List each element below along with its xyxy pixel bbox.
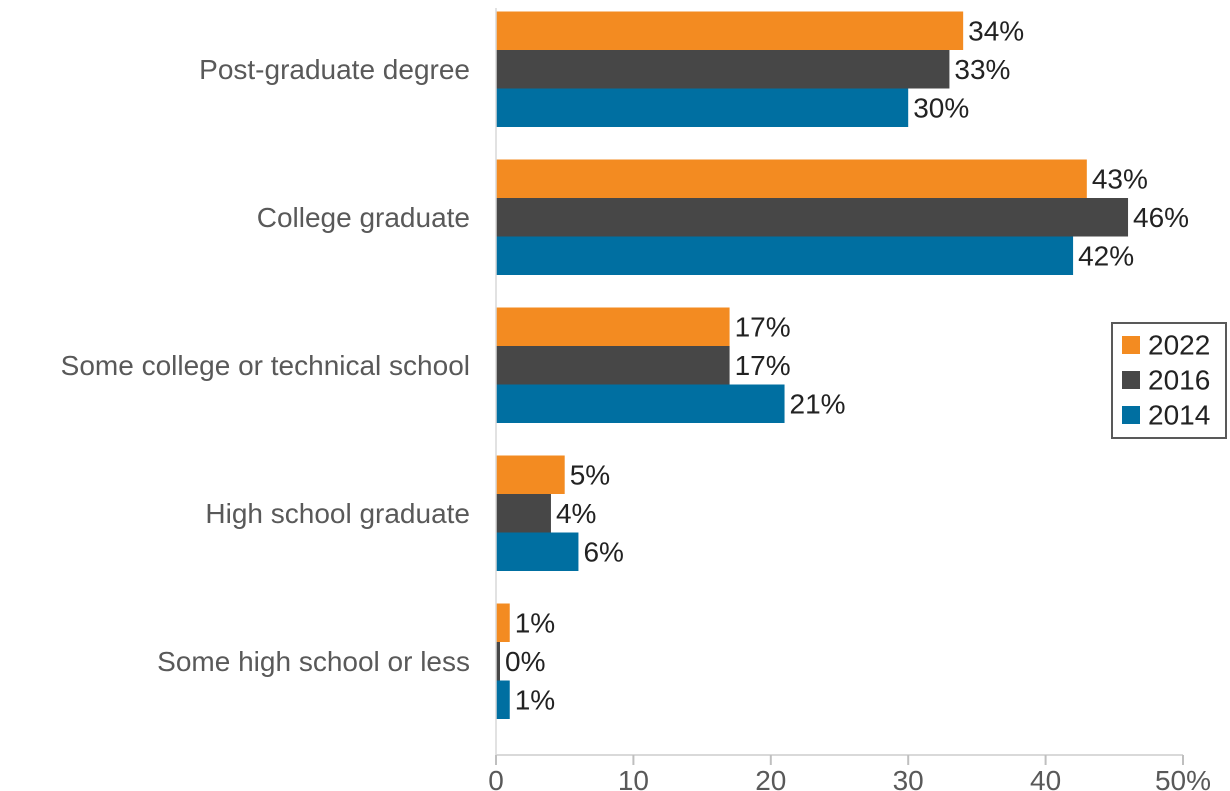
data-label-2014-college-graduate: 42% [1078,240,1134,271]
bar-2022-post-graduate-degree [496,11,964,50]
bar-2014-post-graduate-degree [496,88,909,127]
category-label-post-graduate-degree: Post-graduate degree [199,54,470,85]
bar-2016-some-college-or-technical-school [496,346,730,385]
x-tick-label: 30 [893,765,924,791]
x-tick-label: 40 [1030,765,1061,791]
value-labels-layer: 34% 33% 30% 43% 46% 42% 17% 17% 21% 5% 4% 6% 1% 0% 1% [505,15,1189,715]
legend-label-2014: 2014 [1148,400,1210,431]
bar-2014-high-school-graduate [496,532,579,571]
data-label-2016-some-high-school-or-less: 0% [505,646,545,677]
bar-2022-some-high-school-or-less [496,603,510,642]
legend-label-2022: 2022 [1148,330,1210,361]
data-label-2014-post-graduate-degree: 30% [913,92,969,123]
bar-2016-high-school-graduate [496,494,551,533]
x-tick-label: 0 [488,765,504,791]
data-label-2022-high-school-graduate: 5% [570,459,610,490]
bars-layer [496,11,1129,719]
bar-2016-college-graduate [496,198,1129,237]
data-label-2014-some-high-school-or-less: 1% [515,684,555,715]
x-tick-label: 20 [755,765,786,791]
bar-2014-some-high-school-or-less [496,680,510,719]
data-label-2014-some-college-or-technical-school: 21% [790,388,846,419]
axes-layer: 0 10 20 30 40 50% [488,8,1211,791]
category-label-college-graduate: College graduate [257,202,470,233]
data-label-2022-post-graduate-degree: 34% [968,15,1024,46]
legend-swatch-2022 [1122,336,1140,354]
category-labels-layer: Post-graduate degree College graduate Some… [61,54,470,677]
bar-2022-college-graduate [496,159,1087,198]
bar-2014-college-graduate [496,236,1074,275]
bar-2016-some-high-school-or-less [496,642,500,681]
category-label-some-high-school-or-less: Some high school or less [157,646,470,677]
data-label-2022-some-high-school-or-less: 1% [515,607,555,638]
data-label-2016-post-graduate-degree: 33% [954,54,1010,85]
data-label-2014-high-school-graduate: 6% [583,536,623,567]
bar-2022-some-college-or-technical-school [496,307,730,346]
data-label-2022-some-college-or-technical-school: 17% [735,311,791,342]
bar-2022-high-school-graduate [496,455,565,494]
legend-swatch-2016 [1122,371,1140,389]
category-label-some-college-or-technical-school: Some college or technical school [61,350,470,381]
data-label-2016-college-graduate: 46% [1133,202,1189,233]
data-label-2016-some-college-or-technical-school: 17% [735,350,791,381]
legend-label-2016: 2016 [1148,365,1210,396]
category-label-high-school-graduate: High school graduate [205,498,470,529]
legend: 2022 2016 2014 [1111,322,1227,439]
x-tick-label: 50% [1155,765,1211,791]
x-tick-label: 10 [618,765,649,791]
data-label-2016-high-school-graduate: 4% [556,498,596,529]
bar-2014-some-college-or-technical-school [496,384,785,423]
data-label-2022-college-graduate: 43% [1092,163,1148,194]
bar-2016-post-graduate-degree [496,50,950,89]
legend-swatch-2014 [1122,406,1140,424]
